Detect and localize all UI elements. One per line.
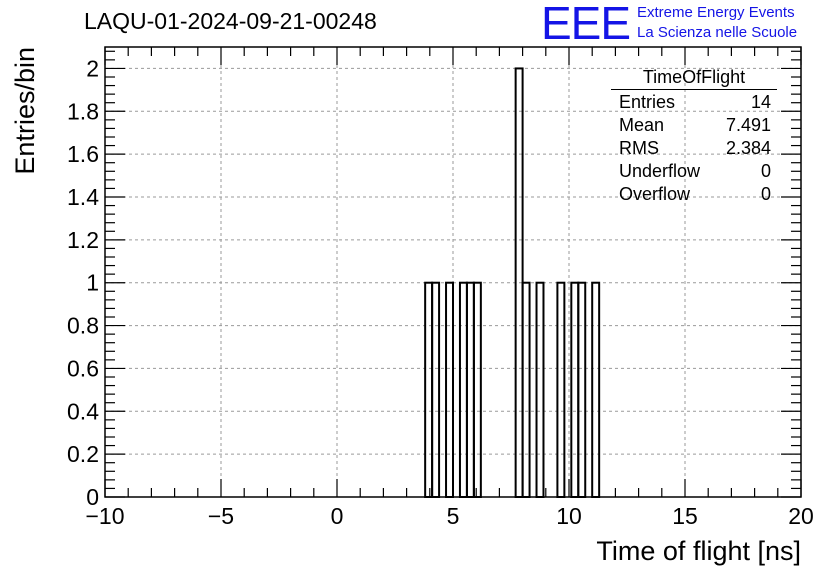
y-tick-label: 0.4 [67, 398, 99, 424]
stats-row-entries: Entries 14 [611, 91, 777, 114]
stats-value: 7.491 [725, 115, 771, 135]
histogram-bin [424, 281, 434, 499]
y-tick-label: 0 [86, 484, 99, 510]
y-tick-label: 1.4 [67, 184, 99, 210]
x-tick-label: 10 [556, 503, 582, 529]
y-tick-label: 2 [86, 55, 99, 81]
stats-label: Mean [619, 115, 665, 135]
x-axis-label: Time of flight [ns] [596, 536, 801, 566]
histogram-bin [472, 281, 482, 499]
y-tick-label: 1.8 [67, 98, 99, 124]
stats-box-title: TimeOfFlight [611, 67, 777, 90]
histogram-bin [570, 281, 580, 499]
eee-logo: EEE [541, 0, 631, 49]
stats-row-mean: Mean 7.491 [611, 114, 777, 137]
x-tick-label: 5 [447, 503, 460, 529]
y-tick-label: 0.8 [67, 313, 99, 339]
y-tick-label: 1.6 [67, 141, 99, 167]
stats-row-overflow: Overflow 0 [611, 183, 777, 206]
stats-row-underflow: Underflow 0 [611, 160, 777, 183]
y-axis-label: Entries/bin [10, 47, 40, 175]
histogram-bin [458, 281, 468, 499]
y-tick-label: 1.2 [67, 227, 99, 253]
histogram-bin [556, 281, 566, 499]
x-tick-label: 0 [331, 503, 344, 529]
histogram-bin [521, 281, 531, 499]
histogram-bars [424, 67, 601, 499]
y-axis-ticks: 0 0.2 0.4 0.6 0.8 1 1.2 1.4 1.6 1.8 2 [67, 50, 801, 510]
stats-value: 14 [750, 92, 771, 112]
chart-title: LAQU-01-2024-09-21-00248 [84, 8, 377, 34]
stats-box: TimeOfFlight Entries 14 Mean 7.491 RMS 2… [611, 67, 777, 206]
histogram-bin [445, 281, 455, 499]
x-tick-label: 20 [788, 503, 814, 529]
stats-label: Underflow [619, 161, 701, 181]
y-tick-label: 1 [86, 270, 99, 296]
x-tick-label: −10 [85, 503, 124, 529]
stats-row-rms: RMS 2.384 [611, 137, 777, 160]
x-tick-label: −5 [208, 503, 234, 529]
histogram-bin [431, 281, 441, 499]
y-tick-label: 0.6 [67, 355, 99, 381]
histogram-bin [465, 281, 475, 499]
stats-value: 0 [760, 161, 771, 181]
logo-text-line2: La Scienza nelle Scuole [637, 24, 798, 41]
histogram-bin [577, 281, 587, 499]
x-axis-ticks: −10 −5 0 5 10 15 20 [85, 47, 814, 529]
stats-label: Entries [619, 92, 676, 112]
stats-label: RMS [619, 138, 659, 158]
stats-value: 0 [760, 184, 771, 204]
histogram-bin [591, 281, 601, 499]
x-tick-label: 15 [672, 503, 698, 529]
histogram-bin [535, 281, 545, 499]
y-tick-label: 0.2 [67, 441, 99, 467]
logo-text-line1: Extreme Energy Events [637, 4, 795, 21]
stats-label: Overflow [619, 184, 691, 204]
stats-value: 2.384 [725, 138, 771, 158]
